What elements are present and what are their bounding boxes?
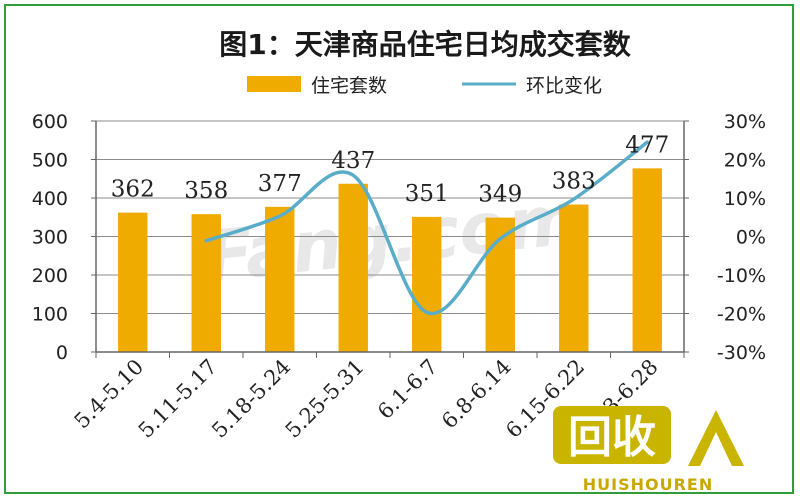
y-left-tick-label: 300 [32, 227, 68, 249]
data-label: 358 [184, 178, 228, 204]
bar [559, 204, 589, 352]
data-label: 477 [625, 132, 669, 158]
legend-line-label: 环比变化 [526, 75, 602, 97]
gridlines [96, 120, 684, 353]
y-right-tick-label: -20% [717, 304, 766, 326]
y-right-tick-label: 0% [736, 227, 766, 249]
y-right-tick-label: 20% [724, 150, 766, 172]
chart-title: 图1：天津商品住宅日均成交套数 [219, 28, 631, 61]
x-tick-label: 6.8-6.14 [437, 355, 516, 434]
x-tick-label: 5.11-5.17 [134, 355, 222, 443]
data-label: 383 [552, 169, 596, 195]
logo-mark-icon [688, 410, 744, 466]
x-tick-label: 5.18-5.24 [207, 355, 295, 443]
legend-bar-swatch [247, 76, 301, 92]
y-right-tick-label: -10% [717, 265, 766, 287]
y-left-tick-label: 0 [56, 342, 68, 364]
data-label: 437 [331, 148, 375, 174]
legend-bar-label: 住宅套数 [311, 75, 387, 97]
logo-subtext: HUISHOUREN [583, 475, 713, 494]
x-tick-label: 6.1-6.7 [373, 355, 442, 424]
line-series [204, 140, 649, 316]
bars [118, 168, 662, 352]
logo-text: 回收 [568, 412, 656, 463]
bar [191, 214, 221, 352]
y-right-tick-label: -30% [717, 342, 766, 364]
y-left-tick-label: 100 [32, 304, 68, 326]
logo: 回收 HUISHOUREN [553, 406, 744, 494]
bar [338, 183, 368, 352]
logo-badge [553, 406, 671, 464]
bar [265, 206, 295, 352]
y-right-tick-label: 30% [724, 111, 766, 133]
data-label: 377 [258, 171, 302, 197]
data-labels: 362 358 377 437 351 349 383 477 [111, 132, 669, 207]
y-left-tick-label: 500 [32, 150, 68, 172]
data-label: 351 [405, 181, 449, 207]
x-tick-label: 5.4-5.10 [70, 355, 149, 434]
data-label: 362 [111, 177, 155, 203]
data-label: 349 [478, 182, 522, 208]
bar [412, 216, 442, 352]
y-right-tick-label: 10% [724, 188, 766, 210]
x-tick-label: 5.25-5.31 [281, 355, 369, 443]
series-line [204, 140, 649, 316]
y-left-tick-label: 200 [32, 265, 68, 287]
y-left-tick-label: 600 [32, 111, 68, 133]
y-left-tick-label: 400 [32, 188, 68, 210]
bar [118, 212, 148, 352]
bar [632, 168, 662, 352]
legend: 住宅套数 环比变化 [247, 75, 602, 97]
